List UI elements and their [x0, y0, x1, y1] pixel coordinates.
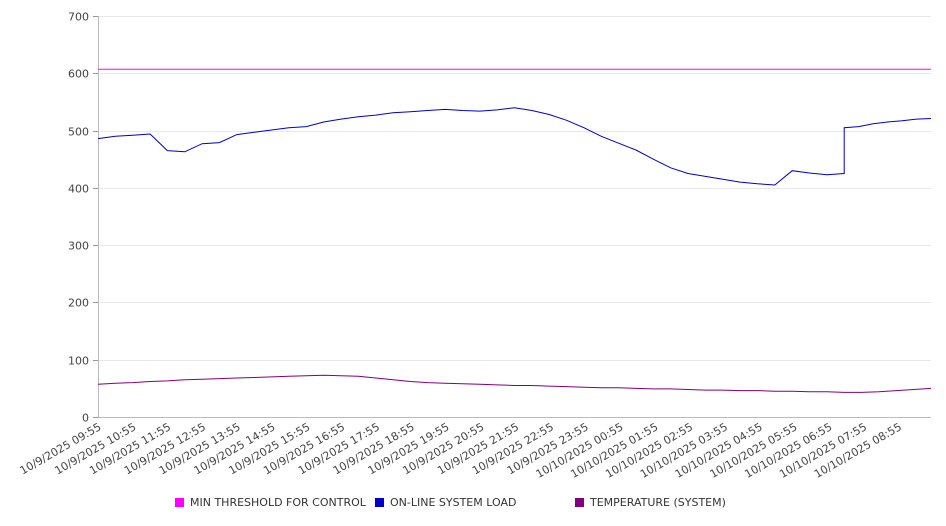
y-tick-label: 100	[68, 355, 89, 368]
chart-legend: MIN THRESHOLD FOR CONTROL ON-LINE SYSTEM…	[0, 496, 946, 516]
y-tick-label: 200	[68, 297, 89, 310]
legend-label-temperature: TEMPERATURE (SYSTEM)	[590, 496, 726, 509]
y-tick-label: 300	[68, 240, 89, 253]
y-tick-label: 0	[82, 412, 89, 425]
legend-label-load: ON-LINE SYSTEM LOAD	[390, 496, 517, 509]
y-tick-label: 500	[68, 126, 89, 139]
legend-swatch-threshold	[175, 498, 184, 507]
y-tick-label: 600	[68, 68, 89, 81]
y-axis-ticks: 0 100 200 300 400 500 600 700	[68, 11, 98, 425]
chart-grid	[98, 16, 931, 361]
legend-item-temperature[interactable]: TEMPERATURE (SYSTEM)	[575, 496, 726, 509]
legend-item-load[interactable]: ON-LINE SYSTEM LOAD	[375, 496, 516, 509]
legend-label-threshold: MIN THRESHOLD FOR CONTROL	[190, 496, 366, 509]
chart-axes	[98, 16, 931, 418]
chart-series	[97, 68, 932, 393]
legend-swatch-load	[375, 498, 384, 507]
legend-item-threshold[interactable]: MIN THRESHOLD FOR CONTROL	[175, 496, 366, 509]
y-tick-label: 700	[68, 11, 89, 24]
series-line-temperature-system	[97, 374, 932, 393]
series-line-on-line-system-load	[97, 107, 932, 186]
y-tick-label: 400	[68, 183, 89, 196]
legend-swatch-temperature	[575, 498, 584, 507]
